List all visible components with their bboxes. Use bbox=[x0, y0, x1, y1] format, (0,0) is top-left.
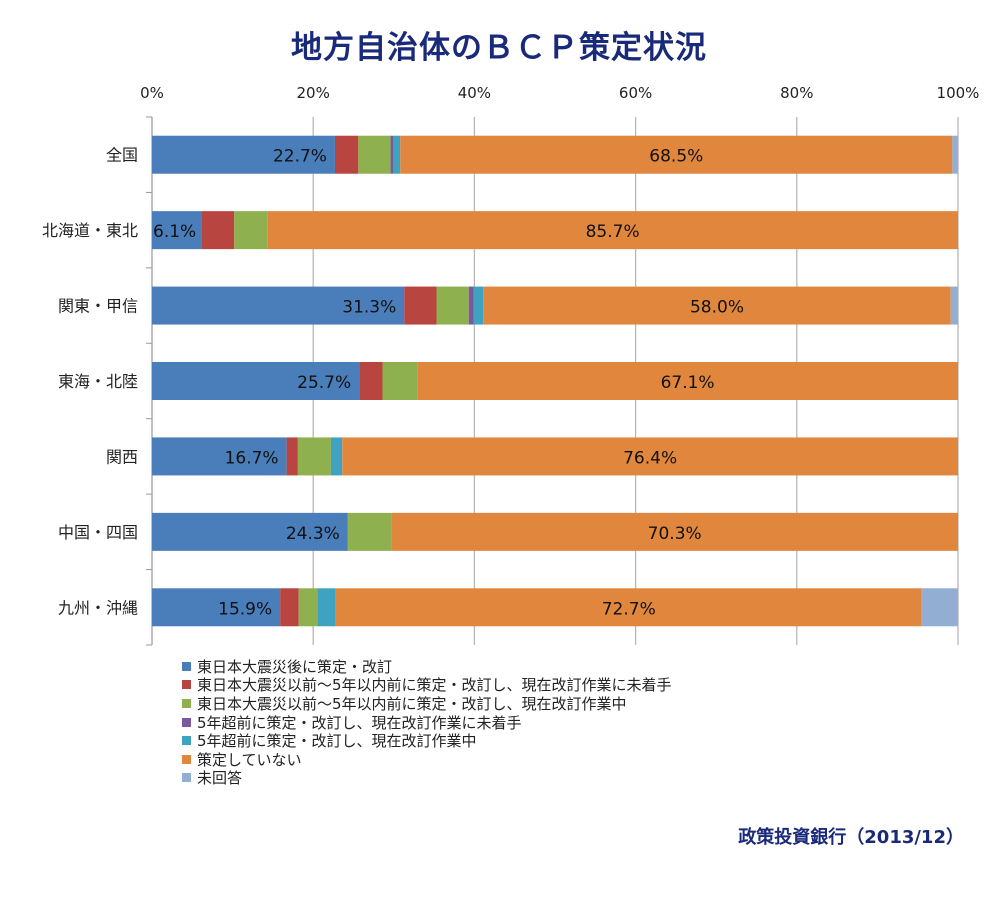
legend-swatch bbox=[182, 717, 191, 727]
legend-item: 5年超前に策定・改訂し、現在改訂作業に未着手 bbox=[182, 713, 672, 732]
bar-segment bbox=[483, 286, 951, 325]
x-tick-label: 20% bbox=[297, 84, 330, 102]
bar-segment bbox=[392, 135, 401, 174]
bar-segment bbox=[382, 362, 418, 400]
data-label: 85.7% bbox=[586, 222, 640, 242]
category-label: 北海道・東北 bbox=[42, 221, 138, 240]
bar-segment bbox=[335, 588, 922, 627]
bar-segment bbox=[391, 512, 959, 551]
bar-segment bbox=[342, 437, 958, 476]
data-label: 25.7% bbox=[297, 373, 351, 393]
legend-swatch bbox=[182, 754, 191, 764]
data-label: 16.7% bbox=[225, 448, 279, 468]
x-tick-label: 100% bbox=[937, 84, 980, 102]
data-label: 31.3% bbox=[342, 298, 396, 318]
bar-segment bbox=[952, 135, 958, 174]
legend-label: 東日本大震災以前～5年以内前に策定・改訂し、現在改訂作業中 bbox=[197, 694, 627, 713]
bar-segment bbox=[921, 588, 958, 627]
data-label: 6.1% bbox=[153, 222, 196, 242]
data-label: 24.3% bbox=[286, 524, 340, 544]
data-label: 68.5% bbox=[649, 147, 703, 167]
legend-item: 東日本大震災以前～5年以内前に策定・改訂し、現在改訂作業に未着手 bbox=[182, 676, 672, 695]
category-label: 九州・沖縄 bbox=[58, 598, 138, 617]
chart-title: 地方自治体のＢＣＰ策定状況 bbox=[291, 30, 707, 66]
legend-swatch bbox=[182, 773, 191, 783]
x-tick-label: 80% bbox=[780, 84, 813, 102]
bar-chart: 0% 20% 40% 60% 80% 100% 全国 22.7% 68.5% 北海道・東北 6.1%… bbox=[42, 84, 980, 646]
x-tick-label: 40% bbox=[458, 84, 491, 102]
bar-segment bbox=[297, 437, 331, 476]
bar-segment bbox=[286, 437, 298, 476]
bar-segment bbox=[152, 211, 202, 250]
legend-label: 東日本大震災以前～5年以内前に策定・改訂し、現在改訂作業に未着手 bbox=[197, 676, 672, 695]
legend-label: 5年超前に策定・改訂し、現在改訂作業中 bbox=[197, 732, 477, 751]
bar-segment bbox=[436, 286, 469, 325]
bar-segment bbox=[404, 286, 437, 325]
bar-segment bbox=[390, 135, 393, 174]
bar-segment bbox=[334, 135, 359, 174]
legend-label: 未回答 bbox=[197, 769, 243, 788]
bar-segment bbox=[358, 135, 391, 174]
data-label: 58.0% bbox=[690, 298, 744, 318]
x-tick-label: 0% bbox=[140, 84, 164, 102]
legend-label: 5年超前に策定・改訂し、現在改訂作業に未着手 bbox=[197, 713, 522, 732]
bar-segment bbox=[473, 286, 484, 325]
x-tick-label: 60% bbox=[619, 84, 652, 102]
category-label: 東海・北陸 bbox=[58, 372, 138, 391]
bar-segment bbox=[330, 437, 343, 476]
bar-segment bbox=[359, 362, 383, 400]
bar-segment bbox=[152, 437, 287, 476]
bar-segment bbox=[317, 588, 336, 627]
legend-item: 未回答 bbox=[182, 769, 672, 788]
bar-segment bbox=[417, 362, 958, 400]
data-label: 67.1% bbox=[661, 373, 715, 393]
bar-segment bbox=[267, 211, 958, 250]
source-note: 政策投資銀行（2013/12） bbox=[738, 827, 964, 848]
bar-segment bbox=[201, 211, 235, 250]
data-label: 72.7% bbox=[602, 599, 656, 619]
data-label: 70.3% bbox=[648, 524, 702, 544]
legend-swatch bbox=[182, 680, 191, 690]
legend-item: 策定していない bbox=[182, 750, 672, 769]
bar-segment bbox=[468, 286, 474, 325]
legend-label: 策定していない bbox=[197, 750, 302, 769]
data-label: 22.7% bbox=[273, 147, 327, 167]
legend-item: 東日本大震災後に策定・改訂 bbox=[182, 657, 672, 676]
bar-segment bbox=[234, 211, 268, 250]
bar-segment bbox=[152, 286, 405, 325]
legend-swatch bbox=[182, 661, 191, 671]
bar-segment bbox=[152, 135, 335, 174]
legend-label: 東日本大震災後に策定・改訂 bbox=[197, 657, 393, 676]
category-label: 全国 bbox=[106, 146, 138, 165]
legend-swatch bbox=[182, 698, 191, 708]
category-label: 関東・甲信 bbox=[58, 297, 138, 316]
category-label: 関西 bbox=[106, 447, 138, 466]
bar-segment bbox=[298, 588, 318, 627]
bar-segment bbox=[152, 588, 281, 627]
data-label: 15.9% bbox=[218, 599, 272, 619]
category-label: 中国・四国 bbox=[58, 523, 138, 542]
bar-segment bbox=[280, 588, 299, 627]
bar-segment bbox=[950, 286, 958, 325]
bar-segment bbox=[347, 512, 392, 551]
data-label: 76.4% bbox=[623, 448, 677, 468]
bar-segment bbox=[400, 135, 953, 174]
legend-item: 東日本大震災以前～5年以内前に策定・改訂し、現在改訂作業中 bbox=[182, 694, 672, 713]
bar-segment bbox=[152, 362, 360, 400]
legend-item: 5年超前に策定・改訂し、現在改訂作業中 bbox=[182, 731, 672, 750]
bar-segment bbox=[152, 512, 348, 551]
legend: 東日本大震災後に策定・改訂 東日本大震災以前～5年以内前に策定・改訂し、現在改訂作… bbox=[182, 657, 672, 787]
legend-swatch bbox=[182, 736, 191, 746]
